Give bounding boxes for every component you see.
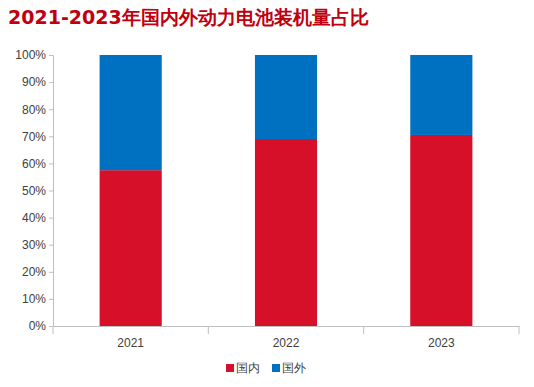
y-tick: 50% bbox=[22, 184, 53, 198]
y-tick-label: 20% bbox=[22, 265, 46, 279]
y-tick-mark bbox=[49, 136, 53, 137]
y-tick: 40% bbox=[22, 211, 53, 225]
x-separator bbox=[208, 326, 209, 334]
x-tick-label: 2023 bbox=[428, 336, 455, 350]
x-tick: 2022 bbox=[273, 326, 300, 350]
legend-swatch bbox=[226, 364, 234, 372]
y-tick-label: 90% bbox=[22, 75, 46, 89]
bars bbox=[100, 55, 473, 326]
x-tick: 2023 bbox=[428, 326, 455, 350]
y-tick-mark bbox=[49, 191, 53, 192]
y-tick-label: 50% bbox=[22, 184, 46, 198]
legend-swatch bbox=[272, 364, 280, 372]
y-tick-mark bbox=[49, 299, 53, 300]
bar bbox=[410, 135, 472, 326]
y-tick: 10% bbox=[22, 292, 53, 306]
bar bbox=[255, 139, 317, 326]
x-tick-label: 2022 bbox=[273, 336, 300, 350]
y-tick-mark bbox=[49, 326, 53, 327]
y-tick-label: 80% bbox=[22, 103, 46, 117]
y-tick: 60% bbox=[22, 157, 53, 171]
y-tick: 100% bbox=[15, 48, 53, 62]
x-separator bbox=[53, 326, 54, 334]
y-tick-label: 40% bbox=[22, 211, 46, 225]
x-tick: 2021 bbox=[117, 326, 144, 350]
y-tick-mark bbox=[49, 272, 53, 273]
bar bbox=[255, 55, 317, 139]
x-separator bbox=[519, 326, 520, 334]
bar bbox=[100, 170, 162, 326]
y-tick-mark bbox=[49, 218, 53, 219]
legend-label: 国内 bbox=[236, 361, 260, 375]
series bbox=[100, 55, 473, 170]
y-tick-label: 30% bbox=[22, 238, 46, 252]
y-tick-mark bbox=[49, 82, 53, 83]
y-tick: 70% bbox=[22, 130, 53, 144]
y-tick-mark bbox=[49, 163, 53, 164]
plot: 0%10%20%30%40%50%60%70%80%90%100%2021202… bbox=[15, 48, 519, 349]
y-tick: 80% bbox=[22, 103, 53, 117]
y-tick-label: 0% bbox=[29, 319, 47, 333]
bar bbox=[410, 55, 472, 135]
bar bbox=[100, 55, 162, 170]
y-tick: 90% bbox=[22, 75, 53, 89]
x-axis: 2021 2022 2023 bbox=[54, 326, 520, 350]
y-tick-label: 70% bbox=[22, 130, 46, 144]
chart: 2021-2023年国内外动力电池装机量占比 0% 10% 20% 30% 40% 50% 6… bbox=[0, 0, 534, 387]
title: 2021-2023年国内外动力电池装机量占比 bbox=[8, 6, 369, 28]
y-tick: 20% bbox=[22, 265, 53, 279]
y-tick-mark bbox=[49, 109, 53, 110]
y-tick-label: 100% bbox=[15, 48, 46, 62]
y-tick-mark bbox=[49, 245, 53, 246]
y-axis-line bbox=[49, 56, 54, 327]
y-tick: 30% bbox=[22, 238, 53, 252]
legend-label: 国外 bbox=[282, 361, 306, 375]
y-tick-label: 60% bbox=[22, 157, 46, 171]
y-tick-mark bbox=[49, 55, 53, 56]
y-tick-label: 10% bbox=[22, 292, 46, 306]
legend: 国内 国外 bbox=[226, 361, 306, 375]
x-separator bbox=[363, 326, 364, 334]
y-axis: 0% 10% 20% 30% 40% 50% 60% 70% 80% 90% 100% bbox=[15, 48, 53, 333]
y-tick: 0% bbox=[29, 319, 53, 333]
x-tick-label: 2021 bbox=[117, 336, 144, 350]
x-axis-line bbox=[54, 326, 520, 327]
